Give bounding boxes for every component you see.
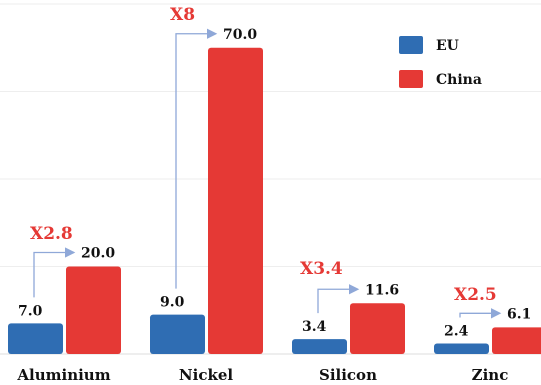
arrow-aluminium: [33, 247, 76, 298]
multiplier-zinc: X2.5: [454, 285, 497, 305]
value-label-eu-nickel: 9.0: [160, 295, 185, 311]
bar-china-zinc: [492, 327, 541, 354]
value-label-china-silicon: 11.6: [365, 282, 399, 298]
bar-china-aluminium: [66, 266, 121, 354]
bar-china-nickel: [208, 47, 263, 354]
arrow-silicon: [317, 284, 360, 314]
legend-swatch-china: [399, 70, 423, 88]
value-label-china-zinc: 6.1: [507, 306, 531, 322]
legend-label-eu: EU: [436, 38, 459, 54]
value-label-china-aluminium: 20.0: [81, 246, 115, 262]
legend-swatch-eu: [399, 36, 423, 54]
category-label-nickel: Nickel: [179, 366, 233, 384]
multiplier-silicon: X3.4: [300, 259, 343, 279]
bar-eu-nickel: [150, 314, 205, 354]
multiplier-nickel: X8: [170, 5, 195, 25]
category-label-aluminium: Aluminium: [16, 366, 110, 384]
multiplier-aluminium: X2.8: [30, 224, 73, 244]
value-labels: 7.0 20.0 X2.8 Aluminium 9.0 70.0 X8 Nickel 3.4 11…: [16, 5, 531, 384]
arrow-nickel: [175, 28, 218, 289]
category-label-silicon: Silicon: [319, 366, 377, 384]
value-label-eu-zinc: 2.4: [444, 324, 469, 340]
bar-eu-silicon: [292, 339, 347, 354]
category-label-zinc: Zinc: [472, 366, 509, 384]
bars: [8, 47, 541, 354]
bar-eu-aluminium: [8, 323, 63, 354]
value-label-eu-silicon: 3.4: [302, 319, 327, 335]
legend: EU China: [399, 36, 482, 88]
bar-china-silicon: [350, 303, 405, 354]
value-label-china-nickel: 70.0: [223, 27, 257, 43]
bar-eu-zinc: [434, 343, 489, 354]
arrow-zinc: [459, 308, 502, 319]
legend-label-china: China: [436, 72, 482, 88]
value-label-eu-aluminium: 7.0: [18, 303, 43, 319]
arrow-connectors: [33, 28, 502, 319]
